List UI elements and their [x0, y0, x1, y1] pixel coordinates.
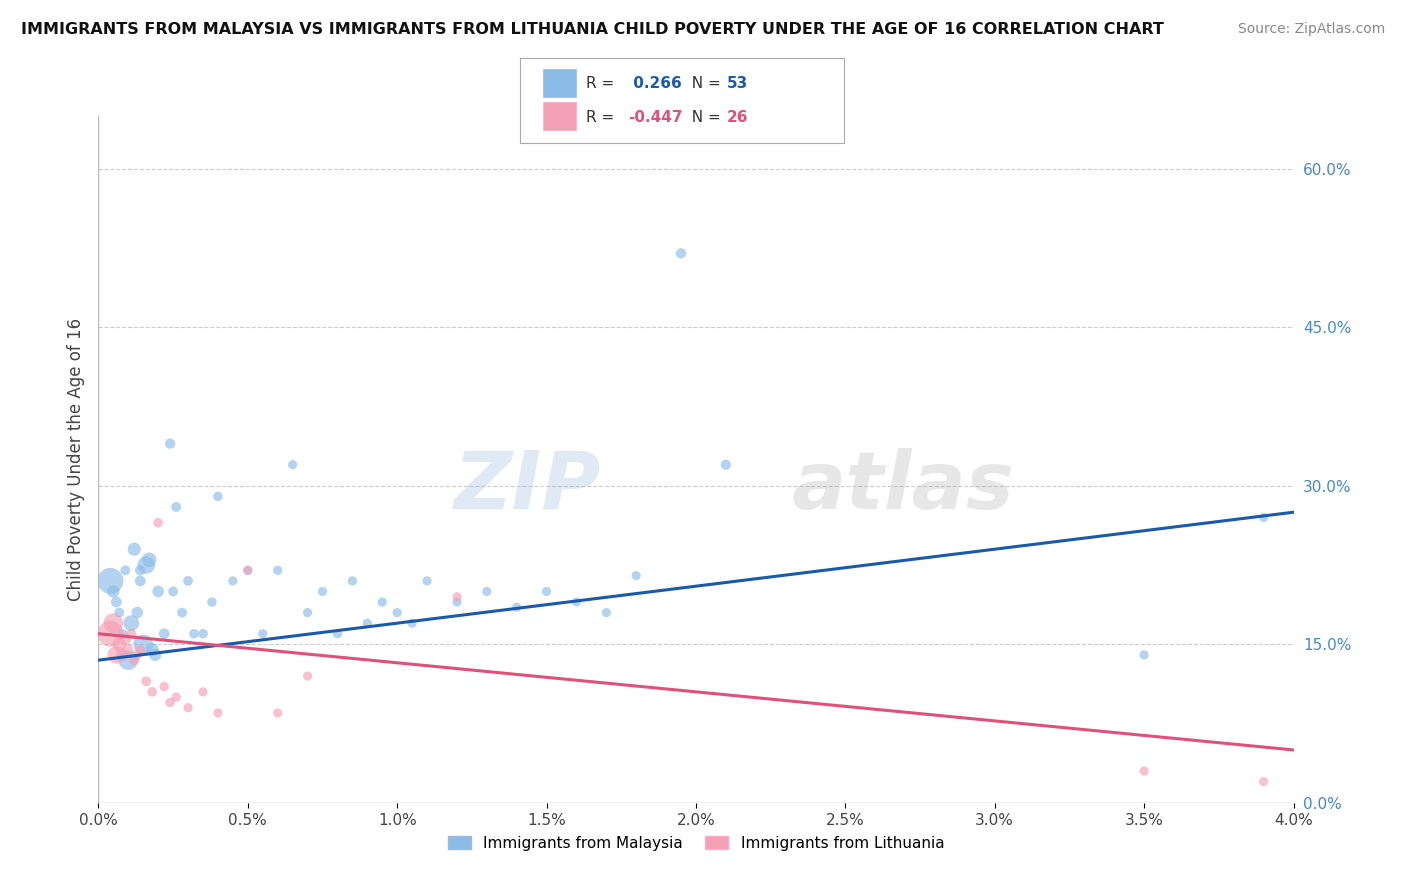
Point: [117, 642, 139, 657]
Text: 0.266: 0.266: [628, 76, 682, 91]
Point: [714, 458, 737, 472]
Point: [416, 574, 439, 588]
Point: [267, 563, 290, 577]
Text: -0.447: -0.447: [628, 110, 683, 125]
Legend: Immigrants from Malaysia, Immigrants from Lithuania: Immigrants from Malaysia, Immigrants fro…: [441, 830, 950, 857]
Point: [135, 558, 157, 572]
Point: [183, 626, 205, 640]
Point: [103, 584, 125, 599]
Text: ZIP: ZIP: [453, 448, 600, 526]
Point: [222, 574, 245, 588]
Point: [297, 606, 319, 620]
Point: [1133, 764, 1156, 778]
Text: 53: 53: [727, 76, 748, 91]
Point: [111, 648, 134, 662]
Point: [1253, 510, 1275, 524]
Point: [114, 563, 136, 577]
Text: Source: ZipAtlas.com: Source: ZipAtlas.com: [1237, 22, 1385, 37]
Point: [105, 595, 128, 609]
Point: [172, 606, 194, 620]
Point: [98, 574, 122, 588]
Point: [129, 574, 152, 588]
Text: IMMIGRANTS FROM MALAYSIA VS IMMIGRANTS FROM LITHUANIA CHILD POVERTY UNDER THE AG: IMMIGRANTS FROM MALAYSIA VS IMMIGRANTS F…: [21, 22, 1164, 37]
Point: [385, 606, 409, 620]
Point: [446, 595, 468, 609]
Y-axis label: Child Poverty Under the Age of 16: Child Poverty Under the Age of 16: [66, 318, 84, 601]
Point: [201, 595, 224, 609]
Point: [105, 648, 128, 662]
Point: [1253, 774, 1275, 789]
Point: [267, 706, 290, 720]
Text: N =: N =: [682, 110, 725, 125]
Point: [98, 626, 122, 640]
Point: [141, 642, 163, 657]
Point: [281, 458, 304, 472]
Point: [127, 606, 149, 620]
Point: [162, 584, 184, 599]
Point: [326, 626, 349, 640]
Text: 26: 26: [727, 110, 748, 125]
Point: [207, 489, 229, 503]
Text: R =: R =: [586, 110, 620, 125]
Point: [129, 563, 152, 577]
Point: [124, 542, 146, 557]
Point: [141, 685, 163, 699]
Point: [143, 648, 166, 662]
Point: [506, 600, 529, 615]
Point: [177, 574, 200, 588]
Point: [252, 626, 274, 640]
Point: [124, 653, 146, 667]
Point: [371, 595, 394, 609]
Point: [148, 584, 170, 599]
Point: [153, 626, 176, 640]
Point: [120, 626, 142, 640]
Point: [177, 700, 200, 714]
Text: R =: R =: [586, 76, 620, 91]
Point: [342, 574, 364, 588]
Point: [356, 616, 378, 631]
Point: [165, 690, 187, 705]
Point: [236, 563, 259, 577]
Point: [127, 648, 149, 662]
Point: [669, 246, 692, 260]
Point: [132, 637, 155, 651]
Point: [446, 590, 468, 604]
Point: [138, 553, 160, 567]
Point: [191, 685, 214, 699]
Point: [103, 616, 125, 631]
Point: [236, 563, 259, 577]
Point: [148, 516, 170, 530]
Point: [401, 616, 423, 631]
Text: N =: N =: [682, 76, 725, 91]
Point: [207, 706, 229, 720]
Point: [626, 568, 648, 582]
Point: [536, 584, 558, 599]
Point: [153, 680, 176, 694]
Text: atlas: atlas: [792, 448, 1014, 526]
Point: [114, 632, 136, 646]
Point: [595, 606, 617, 620]
Point: [159, 695, 181, 709]
Point: [117, 653, 139, 667]
Point: [108, 606, 131, 620]
Point: [165, 500, 187, 514]
Point: [565, 595, 588, 609]
Point: [475, 584, 498, 599]
Point: [120, 616, 142, 631]
Point: [111, 626, 134, 640]
Point: [191, 626, 214, 640]
Point: [297, 669, 319, 683]
Point: [159, 436, 181, 450]
Point: [311, 584, 333, 599]
Point: [108, 637, 131, 651]
Point: [1133, 648, 1156, 662]
Point: [129, 642, 152, 657]
Point: [135, 674, 157, 689]
